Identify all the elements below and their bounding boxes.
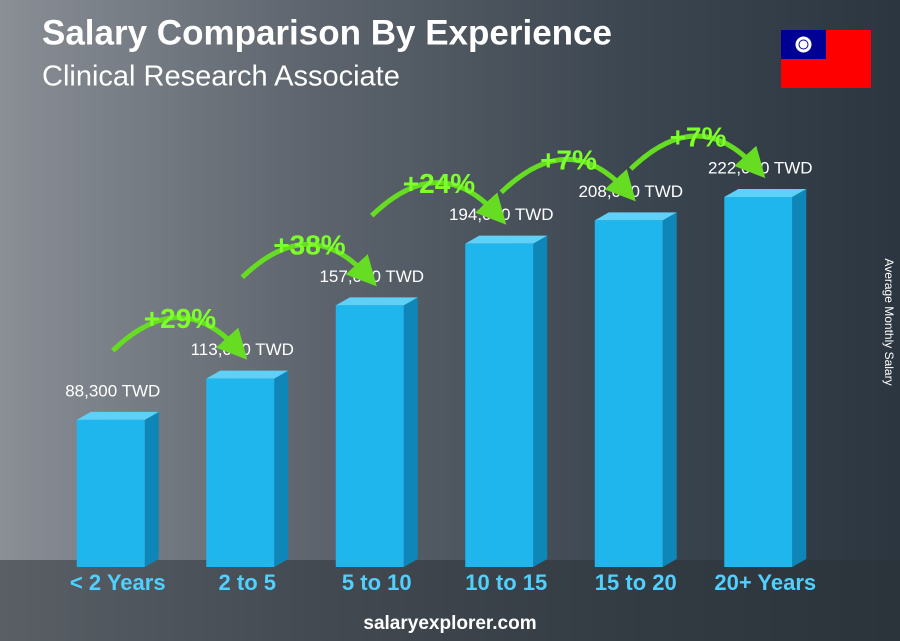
bar-top xyxy=(335,297,418,306)
x-tick-label: < 2 Years xyxy=(70,570,166,595)
value-label: 157,000 TWD xyxy=(319,267,424,286)
change-label: +38% xyxy=(273,230,345,261)
x-tick-label: 2 to 5 xyxy=(219,570,276,595)
change-label: +29% xyxy=(144,303,216,334)
value-label: 208,000 TWD xyxy=(578,182,683,201)
bar-top xyxy=(724,189,807,197)
bar xyxy=(206,378,275,567)
value-label: 113,000 TWD xyxy=(191,340,294,359)
bar xyxy=(594,220,663,568)
value-label: 194,000 TWD xyxy=(449,205,554,224)
bar-top xyxy=(594,212,677,221)
value-label: 222,000 TWD xyxy=(708,158,813,177)
bar-side xyxy=(662,212,677,568)
bar xyxy=(335,305,404,567)
bar-side xyxy=(792,189,807,567)
bar-top xyxy=(465,235,548,244)
chart-title: Salary Comparison By Experience xyxy=(42,13,612,52)
bar-side xyxy=(274,370,289,567)
chart-subtitle: Clinical Research Associate xyxy=(42,61,400,93)
bar xyxy=(724,197,793,567)
change-arrow xyxy=(111,315,248,360)
change-arrow xyxy=(240,241,377,287)
change-arrow xyxy=(370,180,507,225)
change-label: +7% xyxy=(670,121,727,152)
bar xyxy=(76,419,145,567)
bar-side xyxy=(403,297,418,567)
x-tick-label: 5 to 10 xyxy=(342,570,412,595)
y-axis-label: Average Monthly Salary xyxy=(882,258,896,385)
x-tick-label: 20+ Years xyxy=(714,570,816,595)
x-tick-label: 10 to 15 xyxy=(465,570,547,595)
bar-side xyxy=(533,235,548,567)
change-label: +24% xyxy=(403,168,475,199)
change-arrow xyxy=(499,156,636,202)
bar-top xyxy=(76,411,159,420)
value-label: 88,300 TWD xyxy=(65,381,160,400)
bar xyxy=(465,243,534,567)
change-arrow xyxy=(629,133,766,179)
x-tick-label: 15 to 20 xyxy=(595,570,677,595)
change-label: +7% xyxy=(540,145,597,176)
bar-top xyxy=(206,370,289,379)
footer: salaryexplorer.com xyxy=(363,613,536,634)
floor xyxy=(0,560,900,641)
bar-side xyxy=(144,411,159,567)
flag xyxy=(781,30,871,88)
